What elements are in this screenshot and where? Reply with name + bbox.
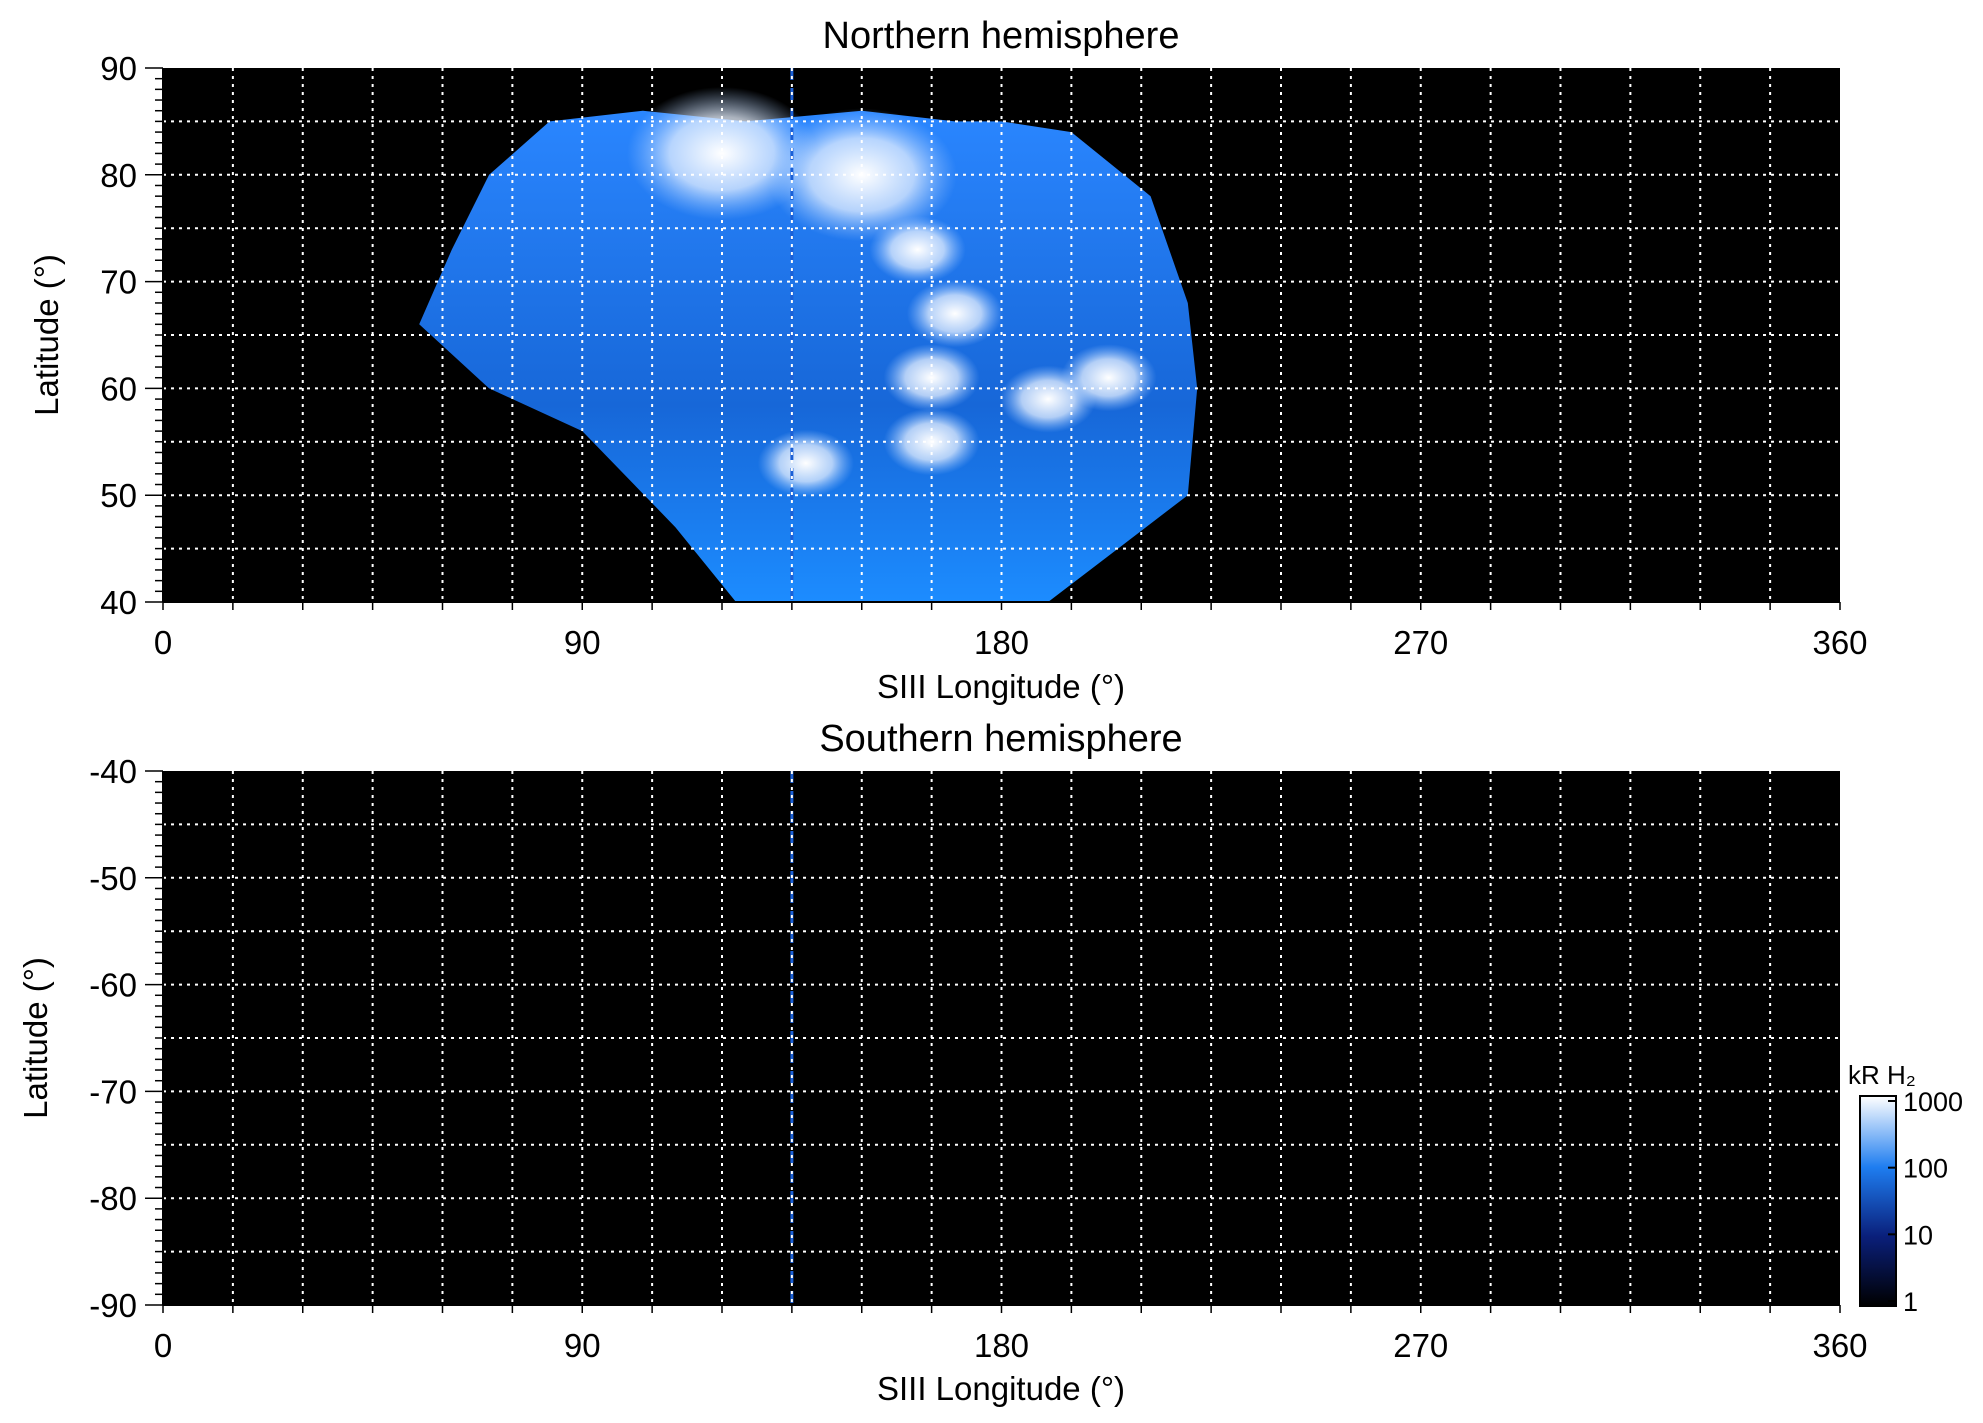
bright-emission-feature (757, 429, 854, 497)
colorbar-tick-label: 1000 (1903, 1087, 1963, 1117)
colorbar-tick-label: 1 (1903, 1287, 1918, 1317)
y-tick-label: -70 (89, 1073, 137, 1110)
colorbar-gradient (1859, 1095, 1897, 1307)
y-tick-label: 90 (100, 50, 137, 87)
x-axis-label: SIII Longitude (°) (877, 1370, 1125, 1407)
bright-emission-feature (1060, 344, 1157, 412)
x-tick-label: 180 (974, 624, 1029, 661)
bright-emission-feature (883, 344, 980, 412)
northern-hemisphere-panel: Northern hemisphere 40 50 60 70 80 90 0 90 180 27… (28, 15, 1868, 705)
x-tick-label: 0 (154, 624, 172, 661)
coverage-region (419, 110, 1198, 602)
colorbar: kR H₂ 1 10 100 1000 (1848, 1060, 1963, 1317)
x-tick-label: 360 (1812, 1327, 1867, 1364)
y-tick-label: -60 (89, 967, 137, 1004)
x-tick-label: 360 (1812, 624, 1867, 661)
x-tick-label: 180 (974, 1327, 1029, 1364)
emission-map (419, 68, 1198, 602)
chart-title: Northern hemisphere (823, 15, 1180, 57)
y-tick-label: -90 (89, 1287, 137, 1324)
x-axis-label: SIII Longitude (°) (877, 668, 1125, 705)
x-tick-label: 270 (1393, 624, 1448, 661)
y-tick-label: -80 (89, 1180, 137, 1217)
colorbar-ticks: 1 10 100 1000 (1888, 1087, 1963, 1317)
x-tick-label: 270 (1393, 1327, 1448, 1364)
colorbar-tick-label: 10 (1903, 1220, 1933, 1250)
chart-title: Southern hemisphere (819, 718, 1182, 760)
y-tick-label: -40 (89, 753, 137, 790)
y-axis-label: Latitude (°) (17, 957, 54, 1119)
y-tick-label: -50 (89, 860, 137, 897)
bright-emission-feature (869, 216, 966, 284)
x-tick-label: 0 (154, 1327, 172, 1364)
axes: 40 50 60 70 80 90 0 90 180 270 360 (100, 50, 1867, 661)
y-tick-label: 60 (100, 370, 137, 407)
axes: -40 -50 -60 -70 -80 -90 0 90 180 270 360 (89, 753, 1867, 1364)
x-tick-label: 90 (564, 1327, 601, 1364)
grid (163, 68, 1840, 602)
southern-hemisphere-panel: Southern hemisphere -40 -50 -60 -70 -80 -90 0 9… (17, 718, 1868, 1407)
bright-emission-feature (906, 280, 1003, 348)
colorbar-tick-label: 100 (1903, 1154, 1948, 1184)
y-tick-label: 80 (100, 157, 137, 194)
y-axis-label: Latitude (°) (28, 254, 65, 416)
y-tick-label: 40 (100, 584, 137, 621)
colorbar-label: kR H₂ (1848, 1060, 1916, 1090)
x-tick-label: 90 (564, 624, 601, 661)
y-tick-label: 70 (100, 264, 137, 301)
grid (163, 771, 1840, 1305)
y-tick-label: 50 (100, 477, 137, 514)
